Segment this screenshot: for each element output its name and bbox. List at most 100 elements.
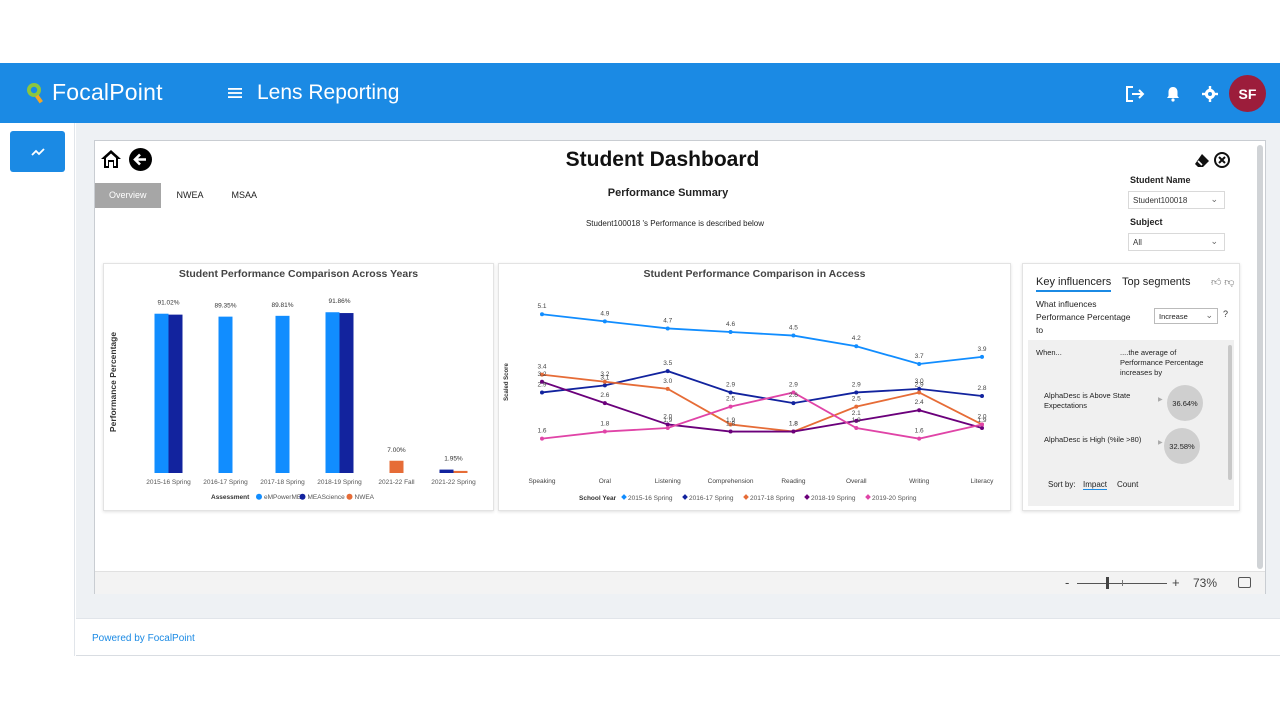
influencers-scrollbar[interactable] [1228,345,1232,480]
eraser-icon[interactable] [1193,153,1211,169]
back-arrow-icon[interactable] [129,148,152,171]
line-series-2017-18-spring [541,373,983,433]
bar-legend-title: Assessment [211,494,250,501]
logout-icon[interactable] [1124,83,1146,105]
influencer-row-label[interactable]: AlphaDesc is Above State Expectations [1044,391,1131,410]
line-data-label: 1.8 [789,421,798,428]
bar-legend-label: MEAScience [308,494,346,501]
line-point [665,326,670,331]
line-x-tick-label: Overall [846,478,867,485]
line-point [854,404,859,409]
line-data-label: 3.2 [600,371,609,378]
line-data-label: 4.7 [663,317,672,324]
home-icon[interactable] [100,149,122,169]
bar-empowerme [154,313,169,473]
line-legend-marker [804,494,810,500]
focalpoint-logo[interactable]: FocalPoint [26,79,163,106]
zoom-slider-thumb[interactable] [1106,577,1109,589]
line-point [602,383,607,388]
line-point [854,426,859,430]
trending-up-icon [30,147,45,156]
tab-overview[interactable]: Overview [95,183,161,208]
line-data-label: 2.5 [852,396,861,403]
user-avatar[interactable]: SF [1229,75,1266,112]
line-data-label: 5.1 [537,303,546,310]
fit-to-page-icon[interactable] [1238,577,1251,588]
zoom-slider-tick [1122,580,1123,586]
line-data-label: 2.9 [726,381,735,388]
line-chart: Scaled Score5.14.94.74.64.54.23.73.93.43… [504,303,995,502]
tab-nwea[interactable]: NWEA [176,190,204,200]
line-data-label: 1.8 [726,421,735,428]
line-data-label: 3.9 [977,346,986,353]
line-legend-label: 2019-20 Spring [872,495,917,502]
tab-top-segments[interactable]: Top segments [1122,276,1191,288]
line-data-label: 1.9 [852,417,861,424]
bar-empowerme [275,315,290,473]
line-point [602,379,607,384]
line-chart-title: Student Performance Comparison in Access [643,268,866,280]
help-icon[interactable]: ? [1223,309,1229,319]
influencer-value-bubble[interactable]: 36.64% [1167,385,1203,421]
settings-gear-icon[interactable] [1199,83,1221,105]
influencer-row-label[interactable]: AlphaDesc is High (%ile >80) [1044,435,1142,444]
subject-value: All [1133,238,1142,247]
line-data-label: 2.5 [726,396,735,403]
tab-key-influencers[interactable]: Key influencers [1036,276,1112,292]
close-circle-icon[interactable] [1214,152,1230,168]
line-point [540,379,544,384]
tab-msaa[interactable]: MSAA [231,190,258,200]
average-header: ....the average of Performance Percentag… [1120,348,1204,377]
line-data-label: 4.6 [726,321,735,328]
bar-meascience [339,313,354,473]
notification-bell-icon[interactable] [1162,83,1184,105]
sort-impact-option[interactable]: Impact [1083,480,1108,490]
performance-summary-title: Performance Summary [607,187,729,199]
line-data-label: 1.9 [977,417,986,424]
chevron-down-icon: ⌄ [1210,194,1218,204]
dashboard-title: Student Dashboard [565,148,760,171]
line-point [540,390,544,395]
line-point [665,386,670,391]
zoom-out-button[interactable]: - [1065,575,1070,590]
line-x-tick-label: Literacy [971,478,995,485]
bar-chart: Performance Percentage 91.02% 2015-16 Spri… [108,298,476,501]
student-name-dropdown[interactable]: Student100018 ⌄ [1128,191,1225,209]
bar-legend-marker [256,493,262,500]
brand-name: FocalPoint [52,79,163,105]
line-point [854,344,859,349]
line-point [602,429,607,434]
line-point [854,390,859,395]
bar-meascience [439,469,454,473]
line-point [980,354,984,359]
line-series-2015-16-spring [541,313,983,365]
line-data-label: 1.9 [726,417,735,424]
question-line-2: Performance Percentage [1036,312,1131,322]
increase-dropdown[interactable]: Increase ⌄ [1154,308,1218,324]
line-data-label: 1.9 [663,417,672,424]
powered-by-link[interactable]: Powered by FocalPoint [92,633,195,644]
line-point [791,390,796,395]
line-point [917,386,922,391]
sort-count-option[interactable]: Count [1117,480,1139,489]
hamburger-menu-icon[interactable] [228,83,242,104]
reports-nav-button[interactable] [10,131,65,172]
report-zoom-bar: - + 73% [95,571,1265,594]
arrow-right-icon: ▶ [1158,397,1163,403]
line-x-tick-label: Reading [781,478,806,485]
line-point [602,319,607,324]
feedback-thumbs-icon[interactable]: 👍︎ 👎︎ [1211,277,1235,288]
influencer-value-bubble[interactable]: 32.58% [1164,428,1200,464]
line-data-label: 3.1 [600,374,609,381]
zoom-in-button[interactable]: + [1172,575,1180,590]
line-data-label: 3.2 [537,371,546,378]
left-navigation [0,123,75,656]
line-point [791,333,796,338]
line-point [665,422,670,427]
line-x-tick-label: Writing [909,478,929,485]
line-chart-ylabel: Scaled Score [504,362,510,400]
report-vertical-scrollbar[interactable] [1257,145,1263,569]
subject-dropdown[interactable]: All ⌄ [1128,233,1225,251]
line-point [917,408,922,413]
line-x-tick-label: Listening [655,478,681,485]
